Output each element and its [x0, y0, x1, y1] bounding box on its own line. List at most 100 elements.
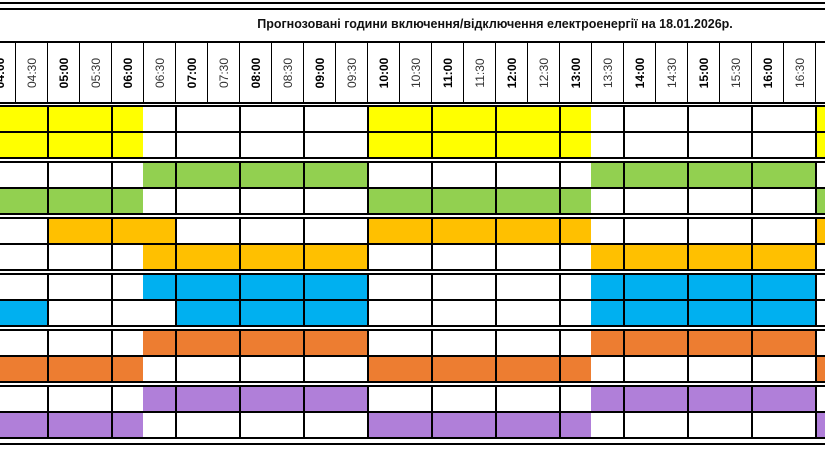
- schedule-cell-off: [239, 412, 271, 437]
- schedule-cell-on: [783, 275, 815, 300]
- schedule-cell-off: [143, 132, 175, 157]
- schedule-cell-on: [111, 132, 143, 157]
- schedule-cell-off: [0, 331, 15, 356]
- time-header-cell: 12:00: [495, 42, 527, 103]
- schedule-cell-off: [559, 387, 591, 412]
- schedule-cell-off: [0, 163, 15, 188]
- schedule-cell-on: [271, 387, 303, 412]
- schedule-cell-off: [0, 244, 15, 269]
- schedule-cell-off: [495, 387, 527, 412]
- schedule-cell-off: [15, 244, 47, 269]
- schedule-cell-on: [623, 387, 655, 412]
- time-label: 13:00: [568, 57, 583, 88]
- schedule-cell-off: [591, 356, 623, 381]
- schedule-cell-on: [271, 331, 303, 356]
- schedule-cell-off: [143, 107, 175, 132]
- schedule-cell-on: [815, 356, 825, 381]
- page-title: Прогнозовані години включення/відключенн…: [257, 17, 733, 31]
- time-label: 12:30: [536, 57, 551, 88]
- schedule-cell-off: [623, 132, 655, 157]
- time-header-cell: 09:30: [335, 42, 367, 103]
- schedule-cell-on: [815, 107, 825, 132]
- schedule-cell-on: [399, 412, 431, 437]
- schedule-cell-on: [79, 219, 111, 244]
- schedule-cell-on: [79, 107, 111, 132]
- schedule-cell-on: [751, 331, 783, 356]
- schedule-cell-off: [783, 132, 815, 157]
- schedule-cell-off: [47, 163, 79, 188]
- schedule-cell-off: [655, 219, 687, 244]
- schedule-cell-off: [431, 387, 463, 412]
- schedule-cell-off: [207, 132, 239, 157]
- schedule-cell-on: [463, 356, 495, 381]
- schedule-group-5: [0, 329, 825, 383]
- schedule-cell-off: [527, 244, 559, 269]
- schedule-cell-off: [719, 188, 751, 213]
- schedule-cell-on: [111, 219, 143, 244]
- schedule-cell-off: [207, 219, 239, 244]
- schedule-cell-off: [751, 107, 783, 132]
- schedule-cell-on: [47, 356, 79, 381]
- time-header-cell: 05:30: [79, 42, 111, 103]
- schedule-cell-on: [207, 275, 239, 300]
- time-header-cell: 15:00: [687, 42, 719, 103]
- schedule-cell-off: [0, 275, 15, 300]
- time-header-cell: 15:30: [719, 42, 751, 103]
- time-label: 06:00: [120, 57, 135, 88]
- schedule-cell-off: [271, 132, 303, 157]
- time-header-cell: 10:00: [367, 42, 399, 103]
- schedule-cell-on: [463, 107, 495, 132]
- schedule-cell-off: [719, 219, 751, 244]
- schedule-cell-off: [111, 300, 143, 325]
- schedule-cell-on: [751, 163, 783, 188]
- time-label: 13:30: [600, 57, 615, 88]
- schedule-cell-on: [0, 356, 15, 381]
- schedule-cell-on: [815, 219, 825, 244]
- schedule-cell-off: [399, 331, 431, 356]
- schedule-cell-on: [559, 412, 591, 437]
- schedule-cell-off: [111, 387, 143, 412]
- schedule-cell-off: [559, 163, 591, 188]
- schedule-cell-on: [655, 275, 687, 300]
- schedule-cell-off: [495, 244, 527, 269]
- schedule-cell-off: [367, 387, 399, 412]
- schedule-cell-off: [271, 356, 303, 381]
- schedule-cell-on: [143, 244, 175, 269]
- schedule-cell-off: [15, 219, 47, 244]
- time-label: 08:30: [280, 57, 295, 88]
- schedule-cell-on: [495, 356, 527, 381]
- schedule-cell-on: [623, 331, 655, 356]
- schedule-cell-on: [335, 331, 367, 356]
- schedule-cell-off: [783, 107, 815, 132]
- schedule-cell-off: [15, 163, 47, 188]
- schedule-cell-off: [591, 188, 623, 213]
- schedule-cell-on: [431, 412, 463, 437]
- time-label: 09:00: [312, 57, 327, 88]
- schedule-cell-on: [15, 107, 47, 132]
- schedule-cell-off: [207, 107, 239, 132]
- schedule-cell-off: [207, 356, 239, 381]
- schedule-cell-on: [79, 188, 111, 213]
- schedule-cell-off: [15, 275, 47, 300]
- schedule-cell-on: [527, 107, 559, 132]
- schedule-cell-on: [719, 163, 751, 188]
- schedule-cell-off: [591, 107, 623, 132]
- schedule-cell-off: [783, 219, 815, 244]
- schedule-cell-off: [527, 163, 559, 188]
- schedule-cell-on: [0, 188, 15, 213]
- schedule-cell-on: [271, 300, 303, 325]
- schedule-cell-on: [431, 188, 463, 213]
- schedule-cell-on: [335, 300, 367, 325]
- schedule-cell-on: [431, 219, 463, 244]
- schedule-cell-on: [367, 132, 399, 157]
- time-header-cell: 04:00: [0, 42, 15, 103]
- schedule-cell-on: [431, 356, 463, 381]
- schedule-cell-on: [335, 387, 367, 412]
- time-label: 10:30: [408, 57, 423, 88]
- schedule-cell-off: [591, 412, 623, 437]
- schedule-cell-on: [111, 107, 143, 132]
- schedule-cell-on: [559, 107, 591, 132]
- schedule-cell-off: [175, 132, 207, 157]
- schedule-cell-on: [751, 387, 783, 412]
- schedule-cell-on: [367, 219, 399, 244]
